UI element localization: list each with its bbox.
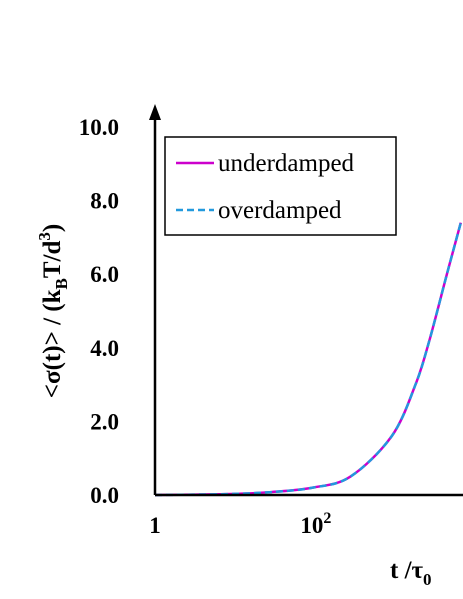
y-title-superscript: 3 (35, 232, 54, 241)
series-line-underdamped (154, 222, 462, 497)
tick-layer: 0.0 2.0 4.0 6.0 8.0 10.0 1 102 (79, 115, 332, 538)
y-axis-title: <σ(t)> / (kBT/d3) (35, 224, 71, 398)
x-tick-exponent: 2 (323, 510, 331, 527)
y-tick-label: 4.0 (90, 336, 119, 361)
y-tick-label: 2.0 (90, 409, 119, 434)
y-tick-label: 10.0 (79, 115, 119, 140)
legend: underdamped overdamped (164, 136, 397, 236)
y-title-subscript: B (52, 278, 71, 289)
x-tick-label: 102 (300, 510, 331, 538)
x-tick-base: 10 (300, 513, 323, 538)
y-tick-label: 8.0 (90, 189, 119, 214)
legend-label-underdamped: underdamped (218, 150, 355, 177)
y-title-mid: T/d (39, 241, 66, 279)
legend-box (164, 136, 397, 236)
y-tick-label: 6.0 (90, 262, 119, 287)
x-tick-label: 1 (149, 513, 161, 538)
y-title-suffix: ) (39, 224, 66, 232)
x-title-main: t /τ (390, 557, 424, 584)
y-title-prefix: <σ(t)> / (k (39, 289, 66, 398)
x-axis-title: t /τ0 (390, 557, 432, 589)
series-layer (154, 222, 462, 497)
series-line-overdamped (154, 222, 462, 497)
x-tick-base: 1 (149, 513, 161, 538)
x-title-subscript: 0 (423, 570, 432, 589)
legend-label-overdamped: overdamped (218, 197, 342, 224)
y-tick-label: 0.0 (90, 483, 119, 508)
y-axis-arrowhead (149, 104, 161, 120)
